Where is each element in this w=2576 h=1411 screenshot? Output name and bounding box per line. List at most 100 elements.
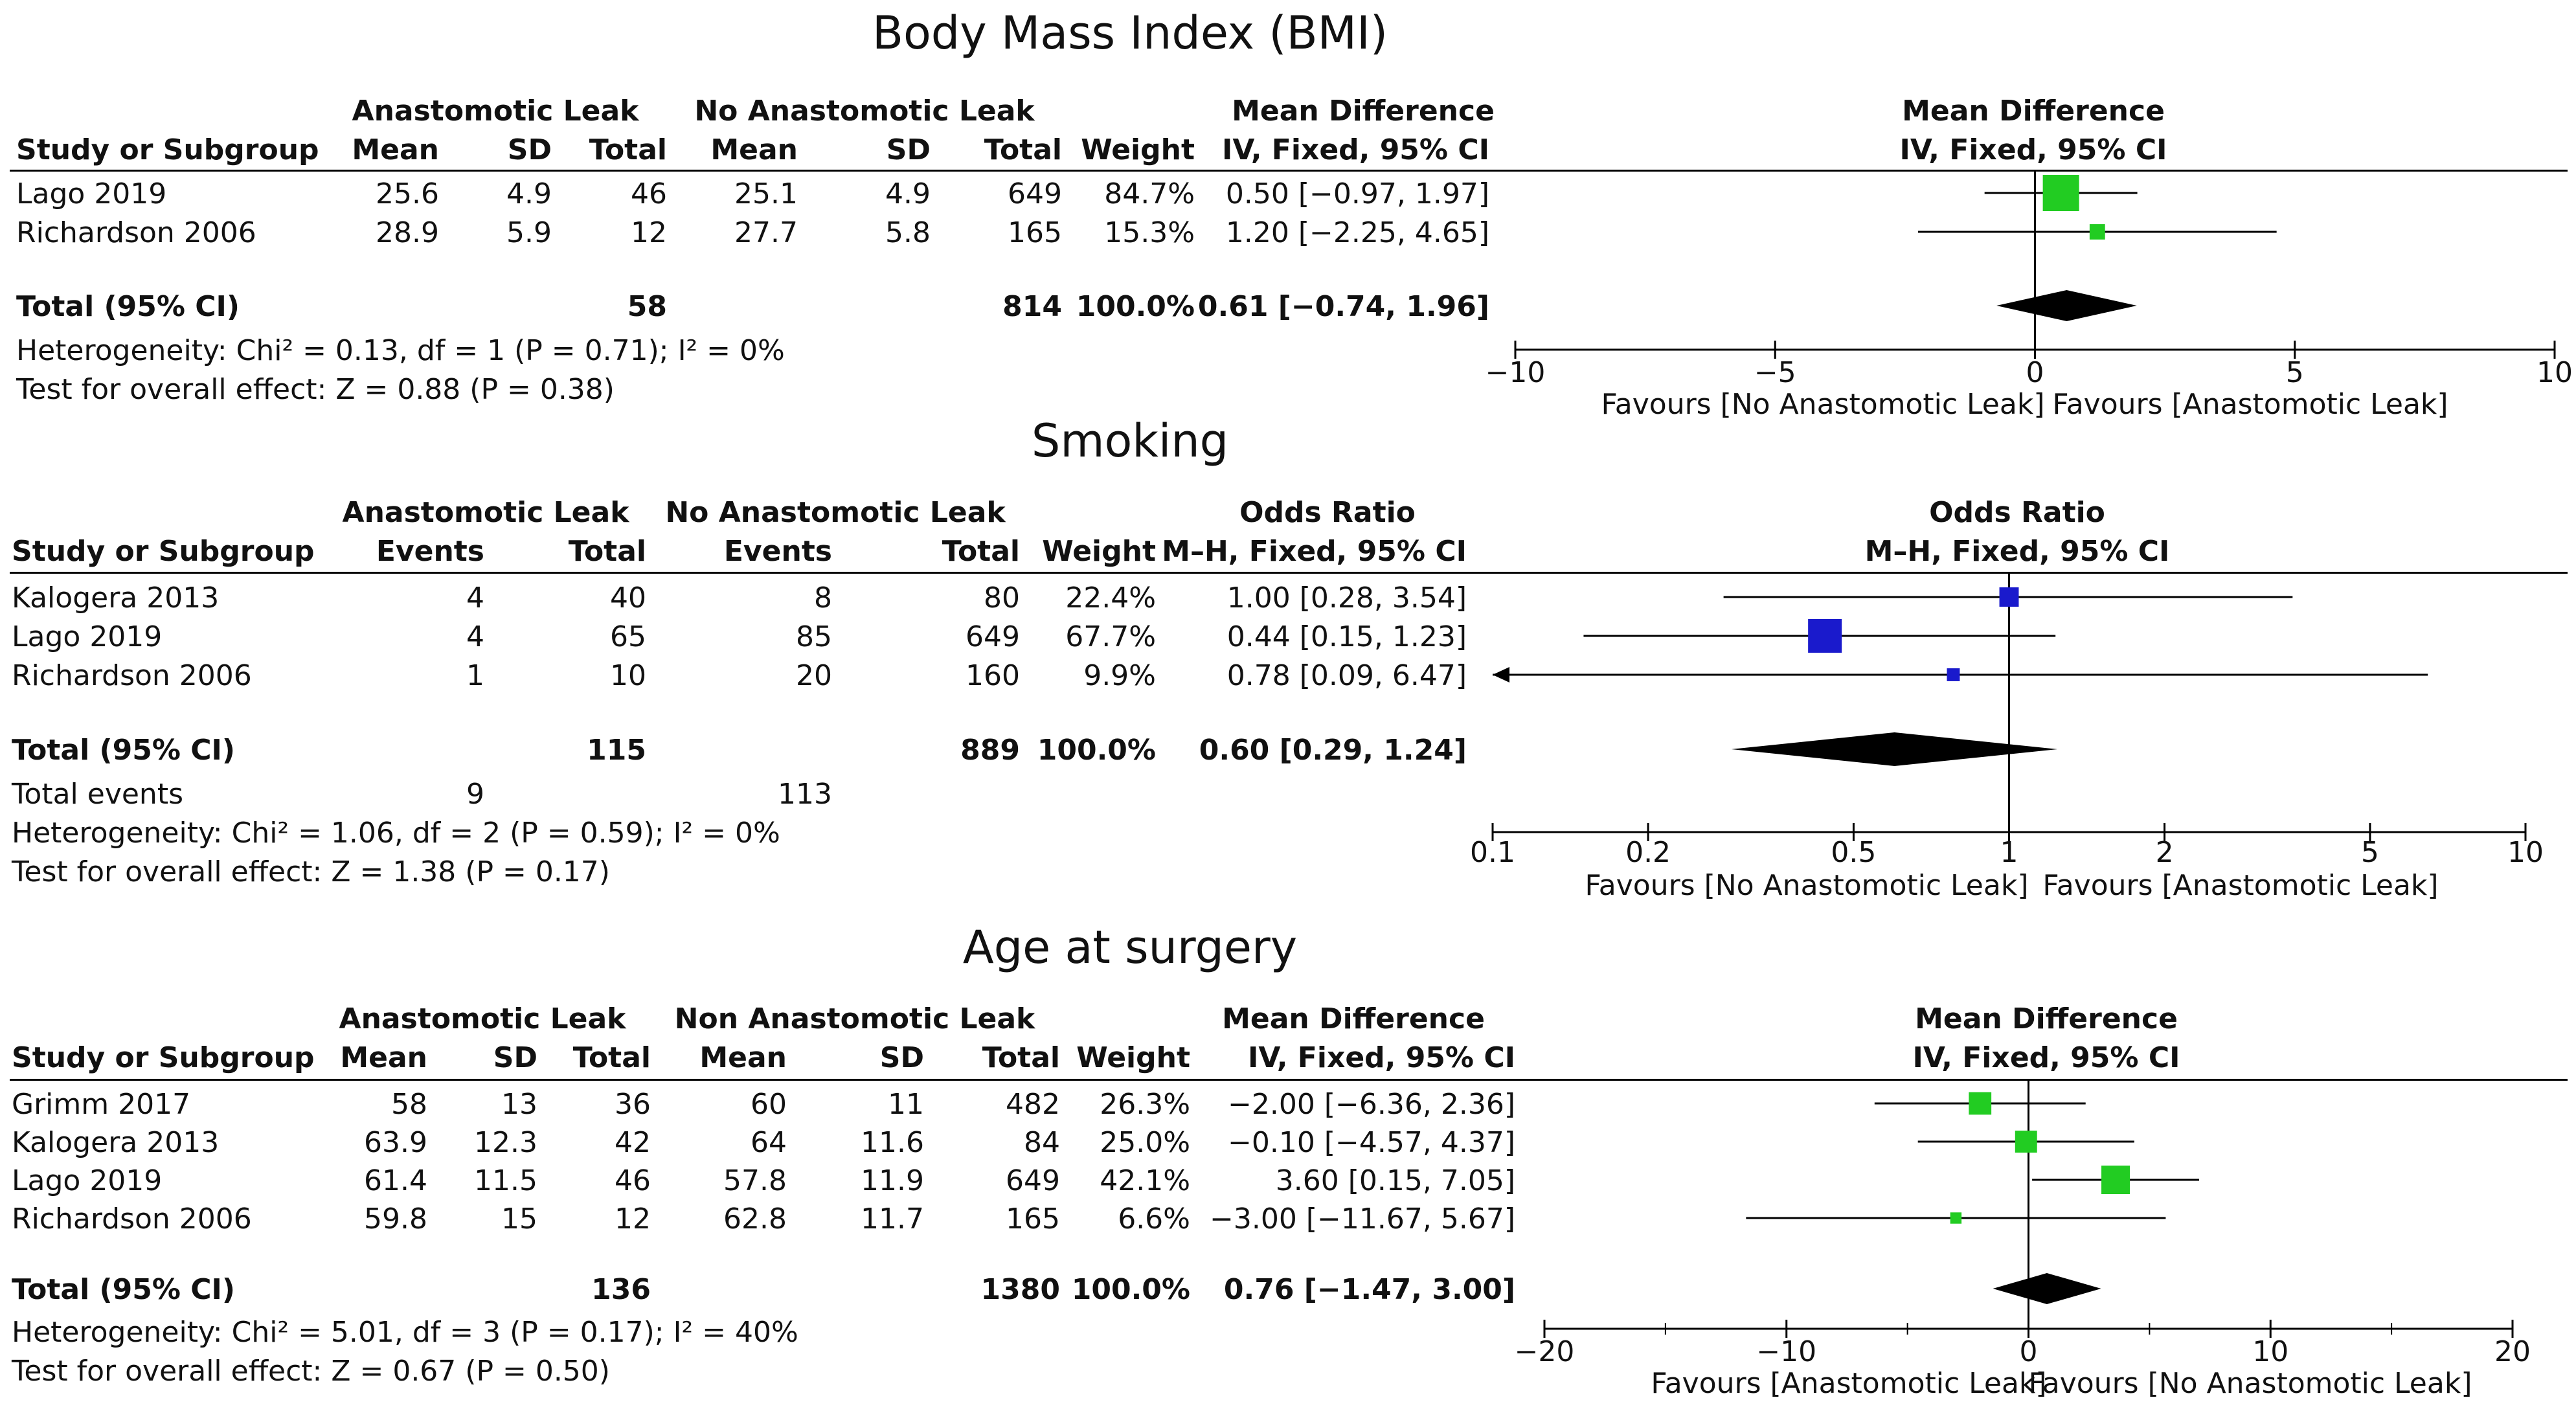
- study-name: Lago 2019: [16, 177, 167, 210]
- study-effect-box: [2089, 224, 2105, 240]
- header-rule: [10, 1079, 2568, 1081]
- g1-total: 12: [615, 1202, 651, 1236]
- g2-sd-header: SD: [886, 133, 931, 166]
- total-weight: 100.0%: [1076, 290, 1195, 323]
- g1-mean: 28.9: [376, 216, 439, 249]
- plot-effect-subheader: IV, Fixed, 95% CI: [1899, 133, 2167, 166]
- effect-subheader: IV, Fixed, 95% CI: [1248, 1041, 1515, 1074]
- study-ci: 1.00 [0.28, 3.54]: [1226, 581, 1467, 615]
- total-g1: 58: [627, 290, 667, 323]
- weight-header: Weight: [1042, 535, 1156, 568]
- g1-mean-header: Mean: [352, 133, 439, 166]
- x-tick-label: 0: [2020, 1335, 2038, 1368]
- g2-total: 649: [1008, 177, 1062, 210]
- g2-mean: 60: [751, 1088, 787, 1121]
- g2-total-header: Total: [942, 535, 1020, 568]
- study-effect-box: [2101, 1166, 2130, 1194]
- g1-mean: 58: [391, 1088, 427, 1121]
- pooled-effect-diamond: [1731, 732, 2058, 766]
- effect-header: Odds Ratio: [1239, 496, 1416, 529]
- g2-mean: 64: [751, 1126, 787, 1159]
- g2-sd: 4.9: [885, 177, 931, 210]
- group1-header: Anastomotic Leak: [352, 95, 639, 128]
- effect-header: Mean Difference: [1222, 1002, 1485, 1035]
- g2-total: 165: [1008, 216, 1062, 249]
- g2-events-header: Events: [723, 535, 832, 568]
- study-name: Richardson 2006: [16, 216, 256, 249]
- g2-mean-header: Mean: [710, 133, 798, 166]
- g1-mean: 63.9: [364, 1126, 427, 1159]
- study-name: Richardson 2006: [12, 1202, 252, 1236]
- study-name: Kalogera 2013: [12, 1126, 220, 1159]
- g1-events: 1: [466, 659, 484, 692]
- total-weight: 100.0%: [1071, 1273, 1190, 1306]
- g1-total: 40: [610, 581, 646, 615]
- favours-right-label: Favours [Anastomotic Leak]: [2042, 869, 2439, 902]
- total-ci: 0.60 [0.29, 1.24]: [1199, 734, 1467, 767]
- g1-total: 36: [615, 1088, 651, 1121]
- heterogeneity-text: Heterogeneity: Chi² = 0.13, df = 1 (P = …: [16, 334, 785, 367]
- group1-header: Anastomotic Leak: [342, 496, 629, 529]
- study-effect-box: [1947, 668, 1960, 681]
- g1-sd: 15: [501, 1202, 537, 1236]
- g2-mean-header: Mean: [699, 1041, 787, 1074]
- x-tick-label: 10: [2252, 1335, 2288, 1368]
- g1-mean: 59.8: [364, 1202, 427, 1236]
- plot-effect-subheader: IV, Fixed, 95% CI: [1912, 1041, 2180, 1074]
- g1-sd-header: SD: [493, 1041, 537, 1074]
- total-g1: 136: [591, 1273, 651, 1306]
- g1-sd-header: SD: [507, 133, 552, 166]
- g2-total: 482: [1006, 1088, 1060, 1121]
- g1-sd: 5.9: [506, 216, 552, 249]
- g1-total: 65: [610, 620, 646, 653]
- total-ci: 0.61 [−0.74, 1.96]: [1197, 290, 1489, 323]
- forest-plot-area: −20 −10 0 10 20: [1515, 1079, 2531, 1368]
- study-name: Richardson 2006: [12, 659, 252, 692]
- study-ci: 0.50 [−0.97, 1.97]: [1225, 177, 1489, 210]
- chart-title: Age at surgery: [962, 921, 1298, 974]
- total-label: Total (95% CI): [16, 290, 240, 323]
- x-tick-label: 0.2: [1625, 836, 1671, 869]
- study-weight: 26.3%: [1100, 1088, 1190, 1121]
- forest-plot-area: −10 −5 0 5 10: [1486, 170, 2573, 389]
- smoking-forest-plot: Smoking Anastomotic Leak No Anastomotic …: [0, 414, 2576, 920]
- g2-sd: 11.9: [861, 1164, 924, 1197]
- study-weight: 42.1%: [1100, 1164, 1190, 1197]
- g2-sd: 11.6: [861, 1126, 924, 1159]
- study-column-header: Study or Subgroup: [16, 133, 319, 166]
- header-rule: [10, 170, 2568, 172]
- total-weight: 100.0%: [1037, 734, 1156, 767]
- g2-events: 85: [796, 620, 832, 653]
- study-column-header: Study or Subgroup: [12, 1041, 315, 1074]
- x-tick-label: 0.1: [1470, 836, 1515, 869]
- study-effect-box: [1950, 1212, 1962, 1224]
- favours-right-label: Favours [No Anastomotic Leak]: [2028, 1367, 2472, 1400]
- g1-events-header: Events: [376, 535, 484, 568]
- x-tick-label: 10: [2507, 836, 2544, 869]
- heterogeneity-text: Heterogeneity: Chi² = 1.06, df = 2 (P = …: [12, 817, 780, 850]
- group2-header: Non Anastomotic Leak: [674, 1002, 1035, 1035]
- group1-header: Anastomotic Leak: [339, 1002, 626, 1035]
- total-g1: 115: [587, 734, 646, 767]
- total-events-label: Total events: [12, 778, 183, 811]
- study-effect-box: [1808, 619, 1842, 653]
- g1-total: 42: [615, 1126, 651, 1159]
- g2-events: 8: [814, 581, 832, 615]
- age-forest-plot: Age at surgery Anastomotic Leak Non Anas…: [0, 921, 2576, 1411]
- g2-total: 649: [1006, 1164, 1060, 1197]
- x-tick-label: 1: [2000, 836, 2018, 869]
- chart-title: Body Mass Index (BMI): [872, 6, 1388, 60]
- study-weight: 84.7%: [1104, 177, 1195, 210]
- study-ci: 1.20 [−2.25, 4.65]: [1225, 216, 1489, 249]
- favours-left-label: Favours [Anastomotic Leak]: [1651, 1367, 2047, 1400]
- x-tick-label: 20: [2494, 1335, 2531, 1368]
- g2-events: 20: [796, 659, 832, 692]
- g2-sd: 11: [888, 1088, 924, 1121]
- total-label: Total (95% CI): [12, 734, 236, 767]
- effect-header: Mean Difference: [1232, 95, 1495, 128]
- x-tick-label: 0: [2026, 356, 2044, 389]
- study-name: Lago 2019: [12, 620, 163, 653]
- g2-mean: 57.8: [723, 1164, 787, 1197]
- overall-effect-text: Test for overall effect: Z = 0.67 (P = 0…: [12, 1355, 610, 1388]
- pooled-effect-diamond: [1993, 1273, 2101, 1304]
